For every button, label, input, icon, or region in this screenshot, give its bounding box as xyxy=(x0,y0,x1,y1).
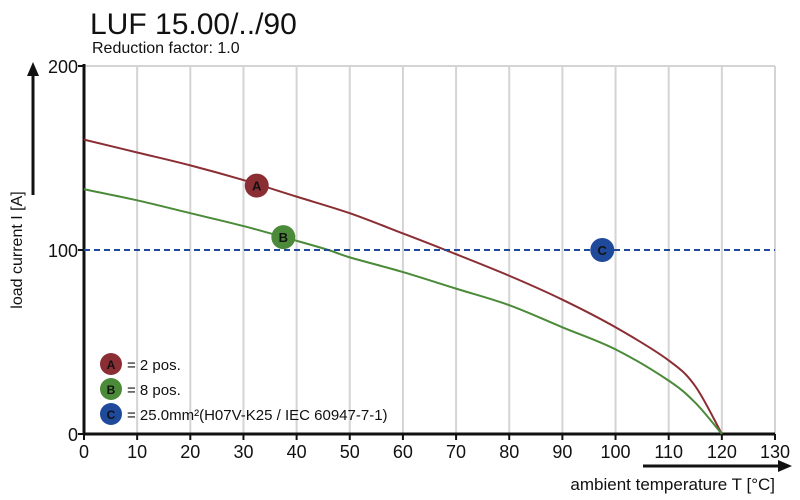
series-marker-A xyxy=(244,173,269,198)
legend-marker-B xyxy=(100,378,122,400)
x-tick-label: 0 xyxy=(79,442,89,462)
legend-text: = 8 pos. xyxy=(127,382,181,399)
series-marker-label: A xyxy=(252,179,262,194)
x-tick-label: 10 xyxy=(127,442,147,462)
x-axis-label: ambient temperature T [°C] xyxy=(570,475,775,494)
x-tick-label: 120 xyxy=(707,442,737,462)
x-tick-label: 60 xyxy=(393,442,413,462)
x-tick-label: 50 xyxy=(340,442,360,462)
legend-key: B xyxy=(107,383,116,397)
x-axis-arrowhead xyxy=(778,460,792,472)
series-line-A xyxy=(83,138,723,435)
legend-marker-A xyxy=(100,353,122,375)
legend-text: = 25.0mm²(H07V-K25 / IEC 60947-7-1) xyxy=(127,407,388,424)
series-marker-label: C xyxy=(598,243,608,258)
legend-key: C xyxy=(107,408,116,422)
y-axis-arrowhead xyxy=(27,62,39,76)
series-marker-C xyxy=(590,238,615,262)
series-marker-label: B xyxy=(279,230,288,245)
legend-key: A xyxy=(107,358,116,372)
x-tick-label: 40 xyxy=(287,442,307,462)
x-tick-label: 30 xyxy=(233,442,253,462)
x-tick-label: 130 xyxy=(760,442,790,462)
series-line-B xyxy=(83,188,723,435)
legend-marker-C xyxy=(100,403,122,425)
y-tick-label: 200 xyxy=(48,57,78,77)
x-tick-label: 100 xyxy=(601,442,631,462)
x-tick-label: 80 xyxy=(499,442,519,462)
chart-subtitle: Reduction factor: 1.0 xyxy=(92,40,240,57)
x-tick-label: 70 xyxy=(446,442,466,462)
series-marker-B xyxy=(271,225,296,250)
x-tick-label: 20 xyxy=(180,442,200,462)
y-axis-label: load current I [A] xyxy=(9,191,26,308)
legend-text: = 2 pos. xyxy=(127,357,181,374)
chart-title: LUF 15.00/../90 xyxy=(90,8,297,41)
y-tick-label: 100 xyxy=(48,241,78,261)
y-tick-label: 0 xyxy=(68,425,78,445)
x-tick-label: 110 xyxy=(654,442,683,462)
x-tick-label: 90 xyxy=(552,442,572,462)
